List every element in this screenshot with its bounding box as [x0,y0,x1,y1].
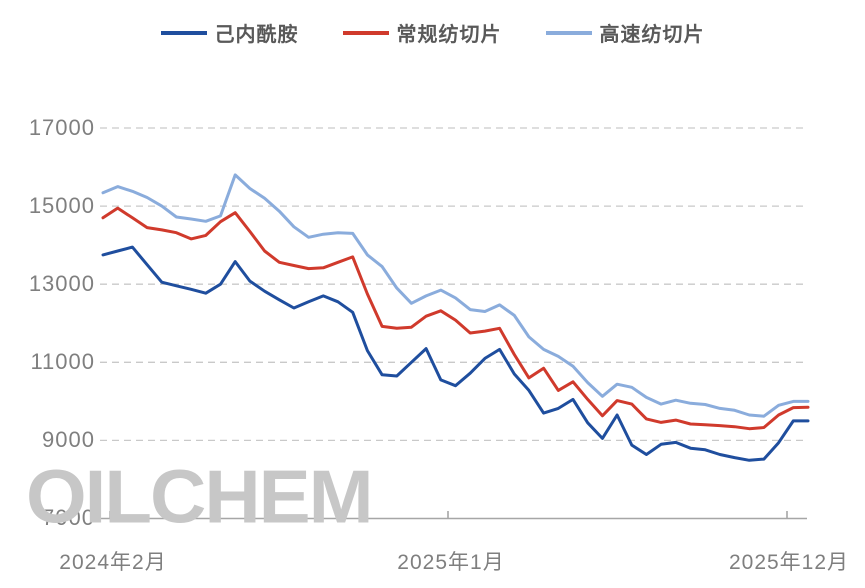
series-line-0 [101,245,810,462]
legend-item-regular-chip: 常规纺切片 [342,18,502,47]
legend-line-swatch-caprolactam [160,30,207,35]
legend-line-swatch-regular-chip [342,30,389,35]
y-axis-label: 17000 [28,115,95,140]
gridlines [100,127,805,442]
x-axis-ticks [109,511,788,519]
series-layer [101,173,810,462]
y-axis-label: 9000 [42,427,95,452]
y-axis-label: 13000 [28,271,95,296]
legend-label-highspeed-chip: 高速纺切片 [599,24,705,46]
y-axis-label: 7000 [42,505,95,530]
series-line-1 [101,206,810,431]
x-axis-label: 2024年2月 [59,551,167,574]
legend-line-swatch-highspeed-chip [545,30,592,35]
series-line-2 [101,173,810,418]
legend-item-caprolactam: 己内酰胺 [160,18,299,47]
legend-item-highspeed-chip: 高速纺切片 [545,18,705,47]
x-axis-label: 2025年1月 [397,551,505,574]
y-axis-label: 15000 [28,193,95,218]
legend-label-caprolactam: 己内酰胺 [214,24,299,46]
x-axis-label: 2025年12月 [728,551,850,574]
y-axis-label: 11000 [30,349,95,374]
legend-label-regular-chip: 常规纺切片 [396,24,502,46]
legend: 己内酰胺 常规纺切片 高速纺切片 [0,18,865,47]
